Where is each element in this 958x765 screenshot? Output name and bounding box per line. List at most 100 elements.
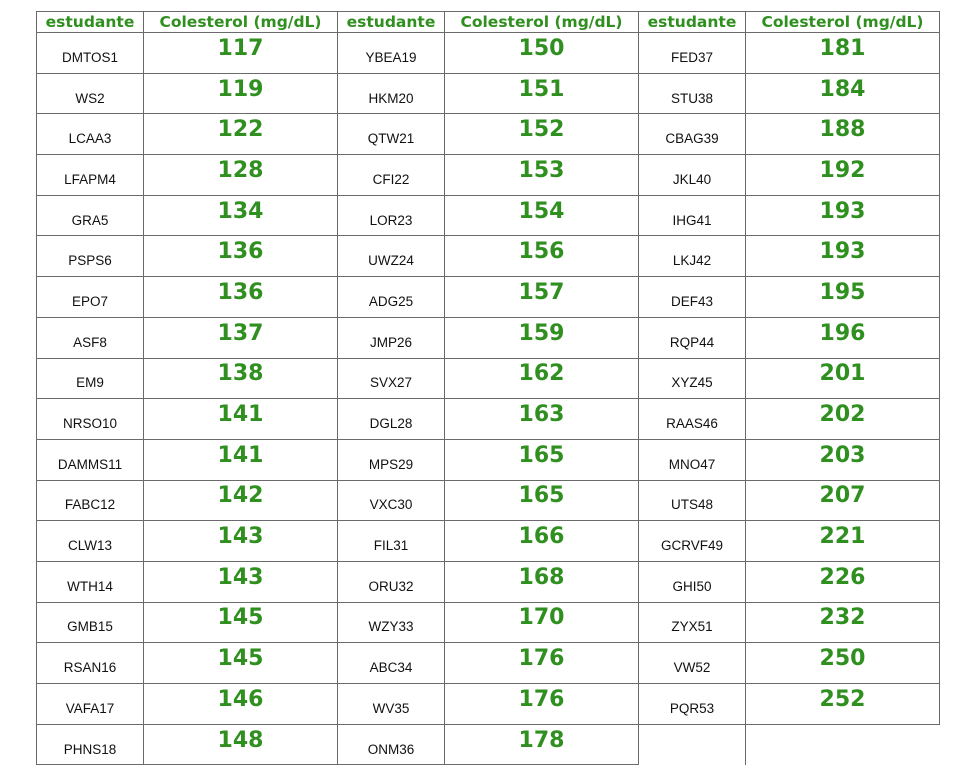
student-id-cell: EM9 — [36, 357, 144, 400]
cholesterol-value-cell: 221 — [745, 520, 940, 562]
cholesterol-value-cell: 153 — [444, 154, 639, 196]
empty-cell — [638, 724, 746, 765]
table-row: PSPS6 136 UWZ24 156 LKJ42 193 — [36, 235, 940, 278]
student-id-cell: RQP44 — [638, 316, 746, 359]
header-cholesterol-1: Colesterol (mg/dL) — [143, 11, 338, 33]
table-row: FABC12 142 VXC30 165 UTS48 207 — [36, 479, 940, 522]
empty-cell — [745, 724, 940, 765]
table-row: EPO7 136 ADG25 157 DEF43 195 — [36, 276, 940, 318]
student-id-cell: LFAPM4 — [36, 154, 144, 196]
student-id-cell: LCAA3 — [36, 113, 144, 156]
student-id-cell: LOR23 — [337, 194, 445, 237]
student-id-cell: STU38 — [638, 72, 746, 115]
cholesterol-value-cell: 150 — [444, 32, 639, 74]
student-id-cell: IHG41 — [638, 194, 746, 237]
student-id-cell: XYZ45 — [638, 357, 746, 400]
cholesterol-value-cell: 196 — [745, 316, 940, 359]
cholesterol-value-cell: 141 — [143, 438, 338, 481]
cholesterol-value-cell: 202 — [745, 398, 940, 440]
student-id-cell: YBEA19 — [337, 32, 445, 74]
student-id-cell: CFI22 — [337, 154, 445, 196]
cholesterol-value-cell: 232 — [745, 601, 940, 644]
table-row: WS2 119 HKM20 151 STU38 184 — [36, 72, 940, 115]
cholesterol-value-cell: 226 — [745, 560, 940, 603]
cholesterol-value-cell: 201 — [745, 357, 940, 400]
student-id-cell: CBAG39 — [638, 113, 746, 156]
student-id-cell: DAMMS11 — [36, 438, 144, 481]
student-id-cell: QTW21 — [337, 113, 445, 156]
cholesterol-value-cell: 148 — [143, 723, 338, 765]
table-row: NRSO10 141 DGL28 163 RAAS46 202 — [36, 398, 940, 440]
table-row: GMB15 145 WZY33 170 ZYX51 232 — [36, 601, 940, 644]
student-id-cell: DMTOS1 — [36, 32, 144, 74]
cholesterol-value-cell: 122 — [143, 113, 338, 156]
student-id-cell: WS2 — [36, 72, 144, 115]
cholesterol-value-cell: 176 — [444, 642, 639, 684]
student-id-cell: WTH14 — [36, 560, 144, 603]
cholesterol-value-cell: 252 — [745, 683, 940, 725]
table-row: GRA5 134 LOR23 154 IHG41 193 — [36, 194, 940, 237]
cholesterol-value-cell: 165 — [444, 479, 639, 522]
student-id-cell: FABC12 — [36, 479, 144, 522]
cholesterol-value-cell: 156 — [444, 235, 639, 278]
student-id-cell: JKL40 — [638, 154, 746, 196]
header-cholesterol-2: Colesterol (mg/dL) — [444, 11, 639, 33]
cholesterol-value-cell: 136 — [143, 276, 338, 318]
table-row: VAFA17 146 WV35 176 PQR53 252 — [36, 683, 940, 725]
student-id-cell: SVX27 — [337, 357, 445, 400]
student-id-cell: WZY33 — [337, 601, 445, 644]
cholesterol-value-cell: 128 — [143, 154, 338, 196]
cholesterol-value-cell: 152 — [444, 113, 639, 156]
cholesterol-value-cell: 151 — [444, 72, 639, 115]
header-cholesterol-3: Colesterol (mg/dL) — [745, 11, 940, 33]
student-id-cell: ASF8 — [36, 316, 144, 359]
student-id-cell: JMP26 — [337, 316, 445, 359]
cholesterol-value-cell: 141 — [143, 398, 338, 440]
student-id-cell: UWZ24 — [337, 235, 445, 278]
cholesterol-value-cell: 193 — [745, 235, 940, 278]
cholesterol-value-cell: 166 — [444, 520, 639, 562]
cholesterol-value-cell: 136 — [143, 235, 338, 278]
student-id-cell: UTS48 — [638, 479, 746, 522]
cholesterol-value-cell: 207 — [745, 479, 940, 522]
student-id-cell: ABC34 — [337, 642, 445, 684]
student-id-cell: NRSO10 — [36, 398, 144, 440]
cholesterol-value-cell: 157 — [444, 276, 639, 318]
table-row: ASF8 137 JMP26 159 RQP44 196 — [36, 316, 940, 359]
student-id-cell: VW52 — [638, 642, 746, 684]
table-row: WTH14 143 ORU32 168 GHI50 226 — [36, 560, 940, 603]
student-id-cell: WV35 — [337, 683, 445, 725]
table-row: DMTOS1 117 YBEA19 150 FED37 181 — [36, 32, 940, 74]
student-id-cell: GCRVF49 — [638, 520, 746, 562]
student-id-cell: VAFA17 — [36, 683, 144, 725]
student-id-cell: ADG25 — [337, 276, 445, 318]
cholesterol-value-cell: 143 — [143, 520, 338, 562]
cholesterol-value-cell: 168 — [444, 560, 639, 603]
student-id-cell: LKJ42 — [638, 235, 746, 278]
table-body: DMTOS1 117 YBEA19 150 FED37 181 WS2 119 HKM20 151… — [36, 32, 940, 765]
student-id-cell: FIL31 — [337, 520, 445, 562]
table-row: LFAPM4 128 CFI22 153 JKL40 192 — [36, 154, 940, 196]
header-student-2: estudante — [337, 11, 445, 33]
header-student-3: estudante — [638, 11, 746, 33]
student-id-cell: PHNS18 — [36, 723, 144, 765]
student-id-cell: MNO47 — [638, 438, 746, 481]
cholesterol-value-cell: 154 — [444, 194, 639, 237]
table-row: LCAA3 122 QTW21 152 CBAG39 188 — [36, 113, 940, 156]
cholesterol-value-cell: 176 — [444, 683, 639, 725]
table-row: PHNS18 148 ONM36 178 — [36, 723, 940, 765]
student-id-cell: PQR53 — [638, 683, 746, 725]
student-id-cell: CLW13 — [36, 520, 144, 562]
table-row: EM9 138 SVX27 162 XYZ45 201 — [36, 357, 940, 400]
student-id-cell: DEF43 — [638, 276, 746, 318]
cholesterol-value-cell: 145 — [143, 642, 338, 684]
cholesterol-value-cell: 159 — [444, 316, 639, 359]
student-id-cell: DGL28 — [337, 398, 445, 440]
student-id-cell: GMB15 — [36, 601, 144, 644]
cholesterol-value-cell: 195 — [745, 276, 940, 318]
student-id-cell: EPO7 — [36, 276, 144, 318]
student-id-cell: ZYX51 — [638, 601, 746, 644]
student-id-cell: PSPS6 — [36, 235, 144, 278]
cholesterol-value-cell: 178 — [444, 723, 639, 765]
cholesterol-value-cell: 137 — [143, 316, 338, 359]
